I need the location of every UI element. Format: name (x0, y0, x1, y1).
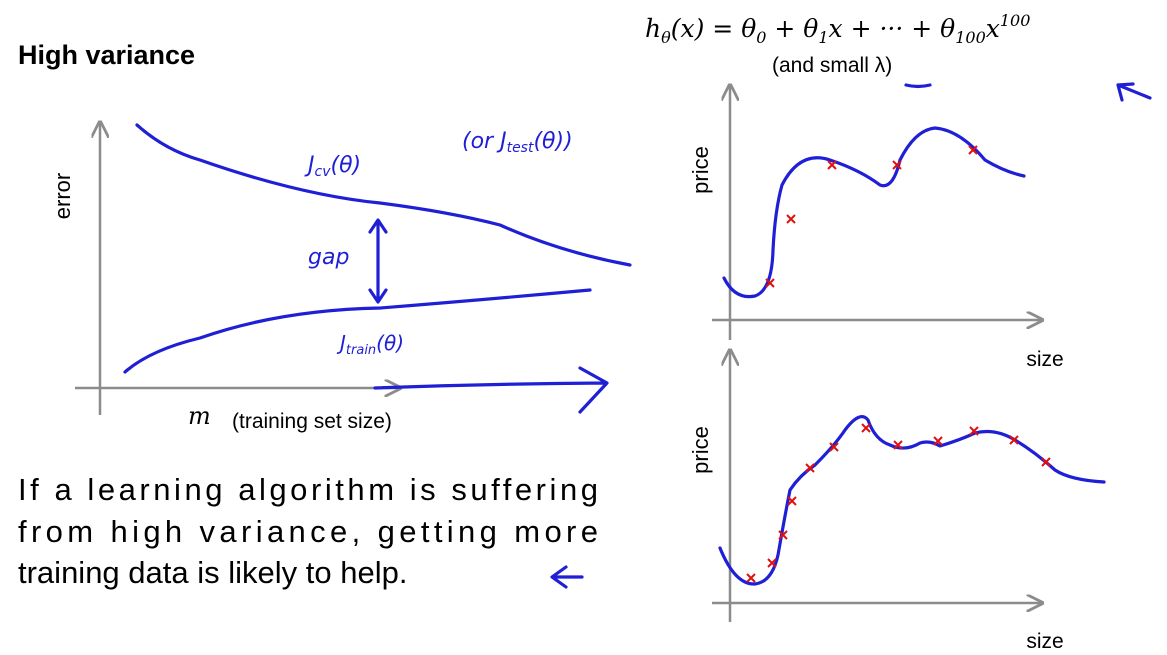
formula-part: 1 (818, 28, 828, 47)
formula-part: 0 (756, 28, 766, 47)
title: High variance (18, 40, 195, 70)
train-curve (123, 288, 592, 374)
label-part: train (346, 343, 376, 358)
label-part: (θ)) (533, 129, 572, 154)
y-label: price (688, 146, 713, 194)
data-points (765, 145, 978, 288)
cv-label: Jcv(θ) (304, 153, 361, 180)
x-label: size (1026, 630, 1063, 653)
cross (746, 423, 1051, 583)
y-label: price (688, 426, 713, 474)
x-label: size (1026, 348, 1063, 371)
paragraph-line: If a learning algorithm is suffering (18, 472, 598, 507)
label-part: cv (315, 164, 332, 180)
hand-arrow (1116, 82, 1152, 102)
label-part: J (304, 153, 315, 178)
paragraph-line: from high variance, getting more (18, 514, 598, 549)
gap-arrow (368, 218, 388, 304)
x-label-symbol: m (188, 402, 211, 430)
label-part: (θ) (330, 153, 361, 178)
cv-curve (135, 123, 632, 267)
cross (765, 145, 978, 288)
paragraph-line: training data is likely to help. (18, 555, 407, 590)
formula-part: x + ··· + θ (829, 14, 956, 43)
formula-part: h (645, 14, 661, 43)
data-points (746, 423, 1051, 583)
paragraph: If a learning algorithm is suffering fro… (18, 472, 598, 590)
y-label: error (50, 173, 75, 219)
x-label: (training set size) (232, 410, 392, 433)
formula-part: + θ (766, 14, 818, 43)
label-part: (θ) (376, 331, 404, 355)
underline (904, 83, 932, 89)
formula-part: θ (661, 28, 671, 47)
fit-curve (722, 126, 1026, 299)
hand-arrow (373, 366, 609, 414)
label-part: J (336, 331, 346, 355)
label-part: (or J (462, 129, 507, 154)
fit-curve (718, 415, 1106, 586)
formula: hθ(x) = θ0 + θ1x + ··· + θ100x100 (645, 11, 1030, 47)
formula-part: (x) = θ (671, 14, 757, 43)
gap-label: gap (308, 245, 349, 270)
hand-arrow (550, 565, 584, 589)
test-label: (or Jtest(θ)) (462, 129, 573, 156)
formula-part: 100 (955, 28, 986, 47)
formula-part: x (986, 14, 1000, 43)
formula-note: (and small λ) (772, 54, 892, 77)
label-part: test (507, 140, 534, 156)
train-label: Jtrain(θ) (336, 331, 404, 358)
formula-part: 100 (1000, 11, 1031, 30)
